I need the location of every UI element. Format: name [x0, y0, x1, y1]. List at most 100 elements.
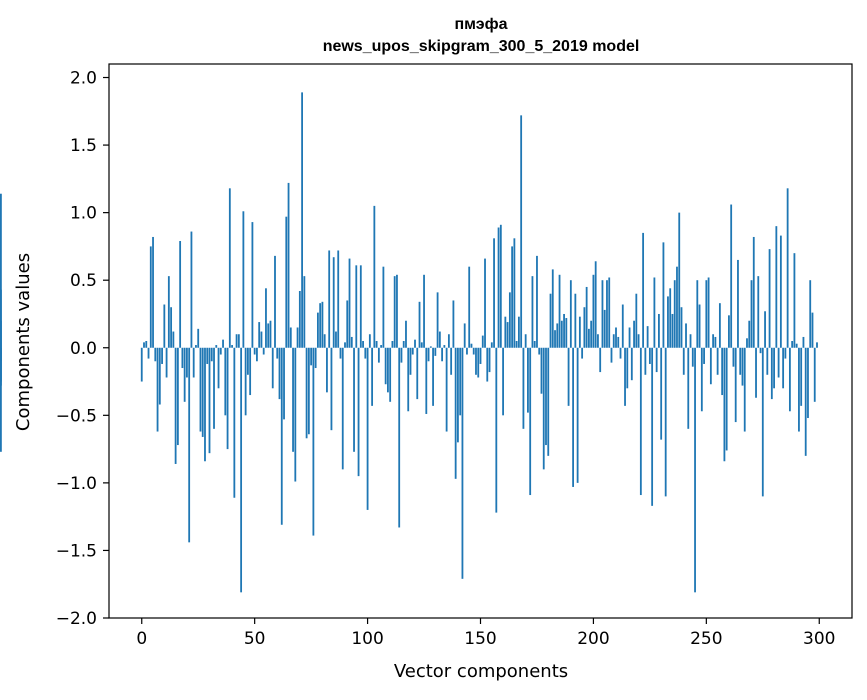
y-tick-label: 0.5 [70, 271, 97, 291]
bar [321, 301, 324, 348]
bar [274, 255, 276, 348]
y-axis-label: Components values [13, 253, 34, 431]
bar [504, 316, 507, 348]
bar [682, 347, 685, 375]
bar [172, 331, 175, 348]
bar [0, 347, 2, 386]
bar [588, 328, 590, 348]
bar [393, 276, 396, 348]
bar [809, 280, 812, 348]
x-axis-ticks: 0 50 100 150 200 250 300 [136, 618, 835, 649]
bar [497, 227, 500, 348]
bar [167, 276, 170, 348]
bar [779, 235, 782, 348]
y-tick-label: 1.5 [70, 136, 97, 156]
bar [387, 347, 389, 393]
bar [768, 249, 771, 348]
bar [436, 292, 439, 348]
bar [554, 330, 556, 348]
bar [784, 347, 787, 359]
bar [662, 242, 665, 348]
bar [143, 342, 145, 348]
bar [770, 347, 773, 400]
bar [689, 334, 692, 348]
bar [612, 334, 615, 348]
bars-group [0, 92, 818, 593]
bar [161, 347, 163, 364]
bar [648, 347, 651, 364]
bar [294, 347, 297, 482]
y-tick-label: 1.0 [70, 204, 97, 224]
bar [488, 347, 491, 373]
x-axis-label: Vector components [394, 661, 568, 682]
bar [217, 347, 220, 389]
y-tick-label: −0.5 [56, 406, 97, 426]
bar [574, 293, 577, 348]
bar [206, 347, 209, 364]
bar [709, 347, 712, 385]
bar [716, 347, 719, 375]
bar [411, 347, 414, 355]
bar [800, 347, 803, 406]
bar [705, 280, 708, 348]
bar [276, 347, 279, 359]
bar [402, 341, 405, 348]
bar [766, 347, 769, 375]
bar [569, 280, 572, 348]
bar [734, 347, 737, 423]
bar [242, 211, 245, 348]
bar [188, 347, 191, 543]
bar [303, 276, 306, 348]
bar [425, 347, 428, 414]
y-tick-label: −1.5 [56, 541, 97, 561]
bar [811, 312, 814, 348]
bar [513, 238, 516, 348]
bar [545, 347, 547, 446]
y-axis-ticks: −2.0 −1.5 −1.0 −0.5 0.0 0.5 1.0 1.5 2.0 [56, 69, 109, 629]
bar [775, 226, 778, 348]
bar [694, 347, 696, 593]
bar [472, 347, 475, 355]
bar [292, 347, 294, 452]
bar [418, 301, 421, 348]
bar [278, 347, 281, 400]
bar [457, 347, 459, 443]
bar [536, 255, 538, 348]
bar [438, 331, 441, 348]
bar [479, 347, 482, 364]
bar [515, 341, 518, 348]
bar [170, 307, 173, 348]
bar [723, 347, 726, 462]
bar [240, 347, 243, 593]
bar [660, 347, 663, 440]
bar [441, 347, 444, 362]
bar [527, 347, 529, 413]
bar [432, 347, 434, 406]
bar [506, 322, 509, 348]
bar [475, 347, 477, 375]
bar [375, 341, 378, 348]
bar [486, 347, 489, 382]
bar [813, 347, 816, 402]
bar [750, 280, 753, 348]
bar [551, 269, 554, 348]
bar [520, 115, 523, 348]
bar [368, 334, 371, 348]
bar [165, 347, 168, 378]
bar [547, 347, 550, 456]
bar [788, 347, 791, 412]
bar [346, 300, 349, 348]
bar [447, 334, 450, 348]
bar [804, 347, 807, 456]
bar [508, 292, 511, 348]
bar [454, 347, 457, 479]
bar [267, 323, 270, 348]
bar [210, 347, 213, 362]
x-tick-label: 300 [803, 629, 835, 649]
bar [265, 288, 267, 348]
bar [298, 291, 301, 348]
bar [330, 347, 333, 431]
bar [319, 303, 322, 348]
bar [635, 293, 638, 348]
